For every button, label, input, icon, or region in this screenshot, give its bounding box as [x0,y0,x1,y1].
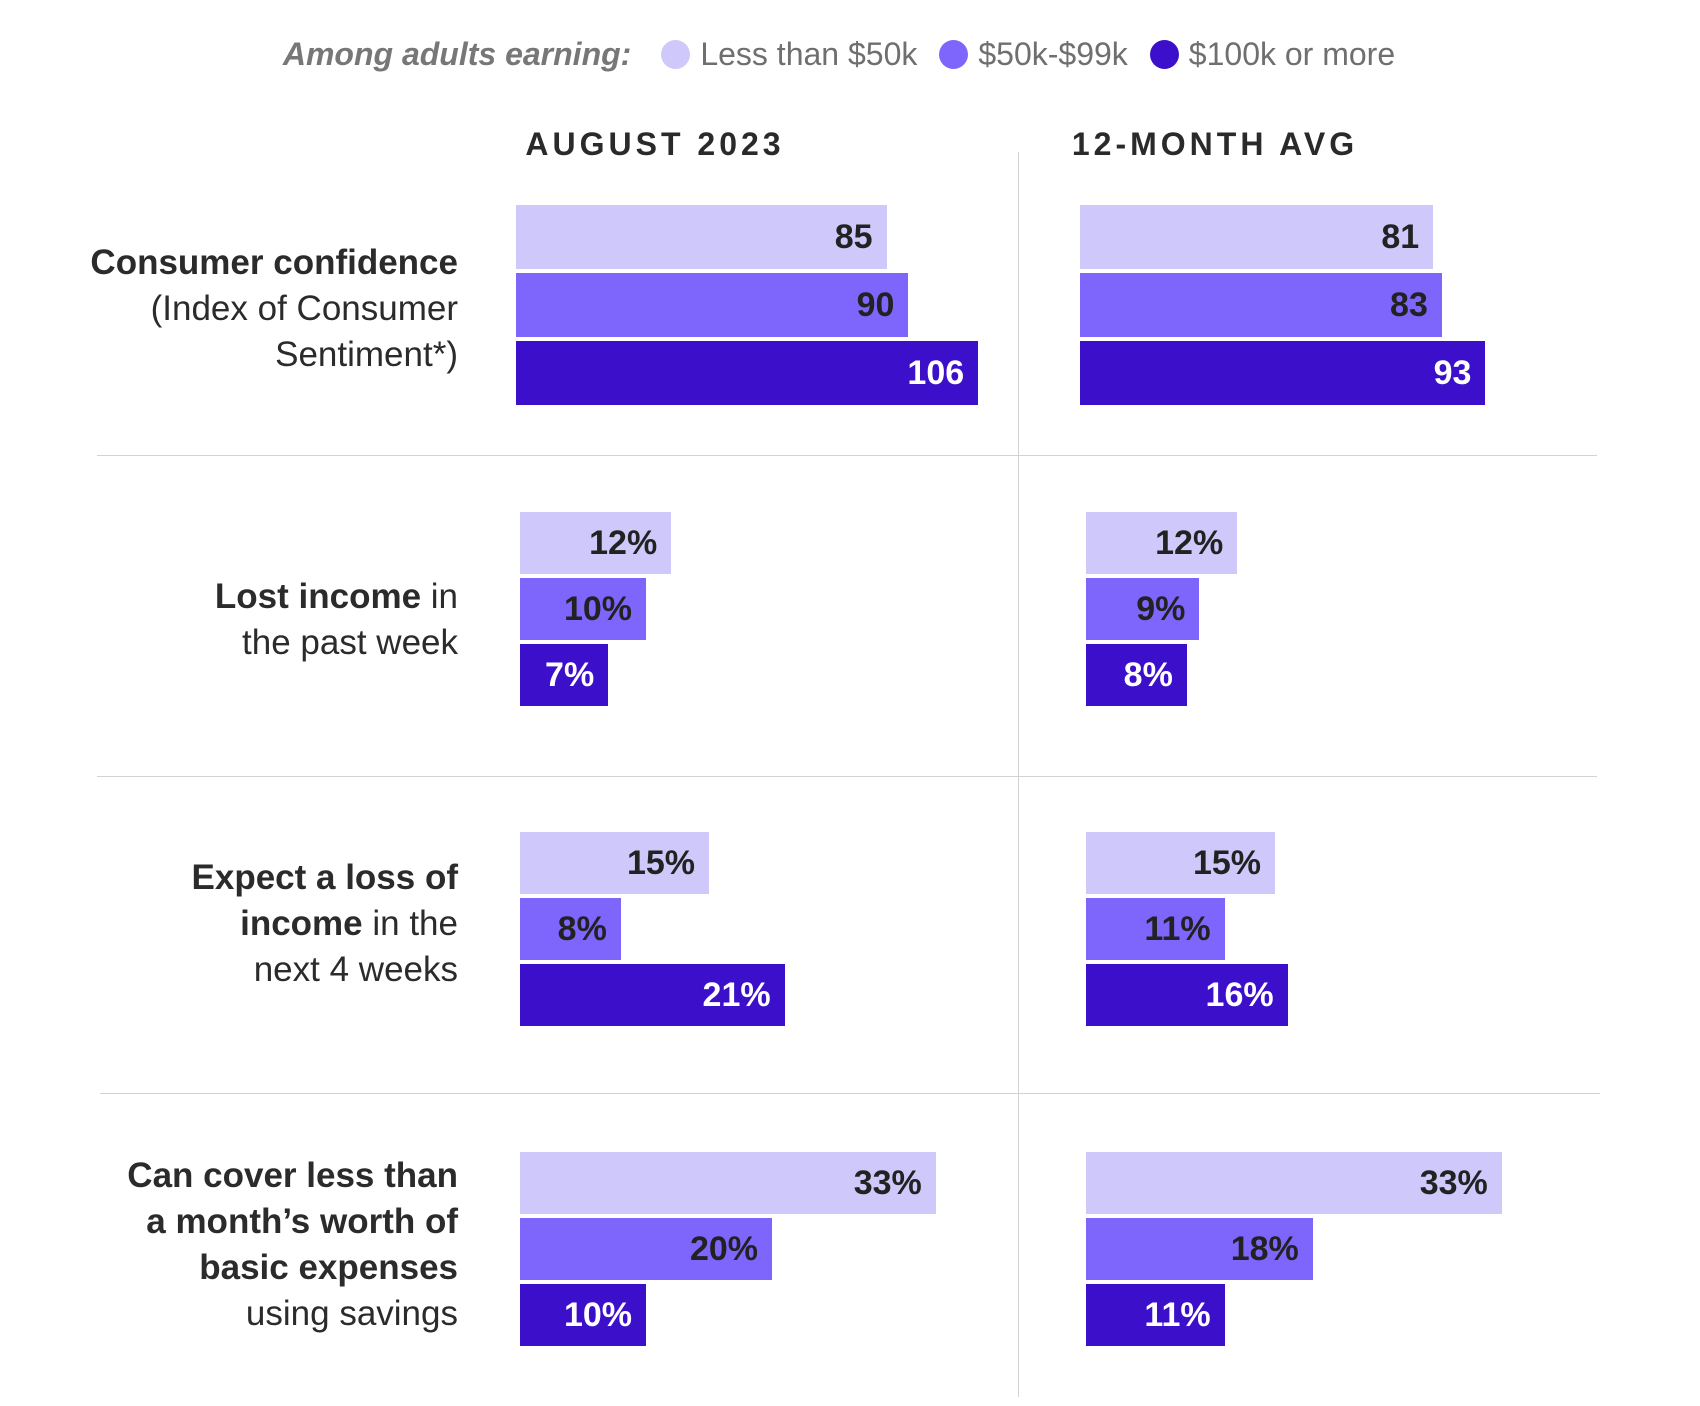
row-divider-3 [100,1093,1600,1094]
row-label-2-part-3: the past week [242,623,458,662]
legend-label-100k-plus: $100k or more [1188,36,1396,72]
bar-12-month-avg-row4-50k-99k [1086,1218,1313,1280]
bar-value-label-august-2023-row3-50k-99k: 8% [557,910,607,948]
row-label-1-part-3: Sentiment*) [275,335,458,374]
bar-12-month-avg-row2-under-50k [1086,512,1238,574]
column-header-august-2023: AUGUST 2023 [525,126,785,162]
bar-12-month-avg-row2-100k-plus [1086,644,1187,706]
row-divider-2 [97,776,1597,777]
legend-item-under-50k: Less than $50k [661,36,917,73]
bar-value-label-12-month-avg-row2-under-50k: 12% [1155,524,1224,562]
row-divider-1 [97,455,1597,456]
bar-value-label-august-2023-row3-100k-plus: 21% [702,976,771,1014]
bar-august-2023-row3-50k-99k [520,898,621,960]
bar-value-label-12-month-avg-row3-50k-99k: 11% [1144,910,1211,948]
legend-swatch-100k-plus [1149,40,1179,69]
bar-12-month-avg-row3-100k-plus [1086,964,1288,1026]
bar-august-2023-row1-50k-99k [516,273,909,337]
bar-value-label-12-month-avg-row4-100k-plus: 11% [1144,1296,1211,1334]
bar-august-2023-row3-100k-plus [520,964,785,1026]
bar-value-label-august-2023-row1-under-50k: 85 [834,218,873,256]
row-label-4-part-1: Can cover less than [127,1156,458,1195]
bar-value-label-12-month-avg-row1-100k-plus: 93 [1433,354,1472,392]
bar-value-label-12-month-avg-row2-100k-plus: 8% [1123,656,1173,694]
bar-value-label-12-month-avg-row2-50k-99k: 9% [1136,590,1186,628]
bar-value-label-august-2023-row1-50k-99k: 90 [856,286,895,324]
bar-value-label-august-2023-row2-100k-plus: 7% [545,656,595,694]
row-label-4: Can cover less than a month’s worth of bas… [40,1153,458,1337]
legend-label-50k-99k: $50k-$99k [978,36,1128,72]
row-label-2-part-1: Lost income [214,577,422,616]
row-label-3-part-2: income [240,904,363,943]
bar-12-month-avg-row2-50k-99k [1086,578,1200,640]
bar-august-2023-row2-100k-plus [520,644,609,706]
legend-item-100k-plus: $100k or more [1149,36,1396,73]
row-label-4-part-3: basic expenses [199,1248,458,1287]
bar-august-2023-row2-under-50k [520,512,672,574]
row-label-3-part-1: Expect a loss of [191,858,458,897]
legend: Among adults earning: Less than $50k $50… [0,36,1700,73]
bar-value-label-august-2023-row2-50k-99k: 10% [563,590,632,628]
row-label-3: Expect a loss of income in the next 4 week… [40,855,458,993]
bar-12-month-avg-row3-under-50k [1086,832,1275,894]
bar-august-2023-row1-100k-plus [516,341,979,405]
bar-value-label-12-month-avg-row1-under-50k: 81 [1381,218,1420,256]
column-divider [1018,152,1019,1397]
row-label-4-part-4: using savings [245,1294,458,1333]
bar-value-label-12-month-avg-row4-under-50k: 33% [1419,1164,1488,1202]
bar-august-2023-row1-under-50k [516,205,887,269]
bar-value-label-august-2023-row4-under-50k: 33% [853,1164,922,1202]
bar-12-month-avg-row4-100k-plus [1086,1284,1225,1346]
bar-value-label-august-2023-row4-50k-99k: 20% [689,1230,758,1268]
bar-12-month-avg-row1-under-50k [1080,205,1434,269]
row-label-2-part-2: in [421,577,458,616]
bar-value-label-august-2023-row1-100k-plus: 106 [907,354,965,392]
legend-lead: Among adults earning: [282,36,632,72]
bar-value-label-12-month-avg-row1-50k-99k: 83 [1390,286,1428,324]
row-label-4-part-2: a month’s worth of [146,1202,458,1241]
bar-august-2023-row4-under-50k [520,1152,936,1214]
bar-12-month-avg-row3-50k-99k [1086,898,1225,960]
bar-value-label-12-month-avg-row3-under-50k: 15% [1192,844,1261,882]
row-label-2: Lost income in the past week [40,574,458,666]
row-label-1-part-2: (Index of Consumer [150,289,458,328]
bar-august-2023-row4-100k-plus [520,1284,646,1346]
bar-value-label-12-month-avg-row4-50k-99k: 18% [1230,1230,1299,1268]
bar-12-month-avg-row4-under-50k [1086,1152,1502,1214]
legend-swatch-under-50k [661,40,691,69]
row-label-3-part-4: next 4 weeks [253,950,458,989]
bar-12-month-avg-row1-100k-plus [1080,341,1486,405]
bar-12-month-avg-row1-50k-99k [1080,273,1442,337]
row-label-1: Consumer confidence (Index of Consumer Sen… [40,240,458,378]
legend-label-under-50k: Less than $50k [700,36,918,72]
bar-august-2023-row2-50k-99k [520,578,646,640]
bar-value-label-12-month-avg-row3-100k-plus: 16% [1205,976,1274,1014]
bar-value-label-august-2023-row4-100k-plus: 10% [563,1296,632,1334]
legend-swatch-50k-99k [939,40,969,69]
bar-value-label-august-2023-row3-under-50k: 15% [626,844,695,882]
bar-august-2023-row4-50k-99k [520,1218,772,1280]
bar-value-label-august-2023-row2-under-50k: 12% [589,524,658,562]
legend-item-50k-99k: $50k-$99k [939,36,1128,73]
bar-august-2023-row3-under-50k [520,832,709,894]
row-label-3-part-3: in the [362,904,458,943]
row-label-1-part-1: Consumer confidence [90,243,458,282]
column-header-12-month-avg: 12-MONTH AVG [1071,126,1359,162]
